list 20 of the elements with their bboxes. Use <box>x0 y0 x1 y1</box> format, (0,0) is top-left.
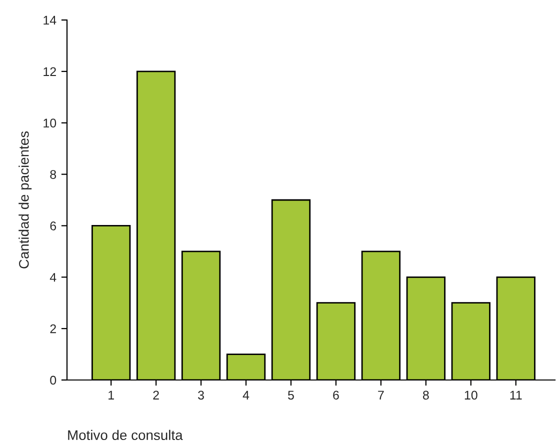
x-tick-label: 8 <box>422 390 429 400</box>
y-tick-label: 12 <box>44 67 56 76</box>
x-tick-label: 3 <box>198 390 204 400</box>
x-tick-label: 11 <box>510 390 522 400</box>
x-axis-title: Motivo de consulta <box>68 430 183 440</box>
x-tick-label: 5 <box>288 390 294 400</box>
y-axis-title: Cantidad de pacientes <box>18 131 32 268</box>
y-tick-label: 14 <box>44 16 56 25</box>
y-tick-label: 10 <box>44 118 56 128</box>
y-tick-label: 8 <box>50 170 56 179</box>
x-tick-label: 6 <box>333 390 339 400</box>
x-tick-label: 10 <box>464 390 478 400</box>
y-tick-label: 2 <box>50 324 56 334</box>
x-tick-label: 1 <box>108 390 114 400</box>
y-tick-label: 0 <box>50 376 56 385</box>
x-tick-label: 2 <box>153 390 159 400</box>
x-tick-label: 4 <box>242 390 250 400</box>
x-tick-label: 7 <box>378 390 384 400</box>
y-tick-label: 4 <box>50 273 56 282</box>
y-tick-label: 6 <box>50 222 56 230</box>
